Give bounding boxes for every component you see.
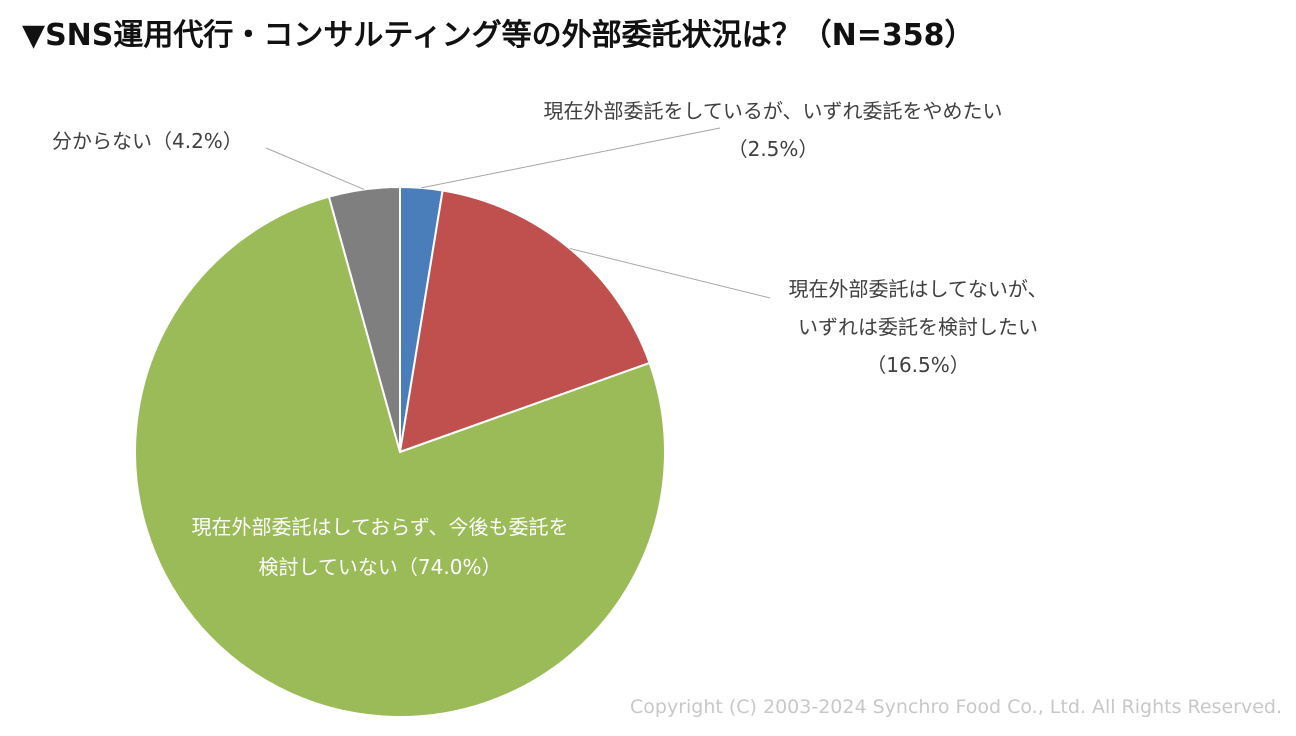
- label-line: 現在外部委託をしているが、いずれ委託をやめたい: [544, 99, 1003, 123]
- label-slice-no-plans: 現在外部委託はしておらず、今後も委託を検討していない（74.0%）: [192, 515, 569, 579]
- label-line: （2.5%）: [728, 137, 819, 161]
- label-line: いずれは委託を検討したい: [798, 315, 1038, 339]
- slice-no-plans: [134, 195, 666, 718]
- slice-consider-outsourcing: [398, 189, 651, 454]
- label-slice-stop-outsourcing: 現在外部委託をしているが、いずれ委託をやめたい （2.5%）: [544, 99, 1003, 161]
- leader-line-slice-unknown: [265, 147, 365, 190]
- leader-line-slice-consider-outsourcing: [569, 247, 771, 299]
- leader-line-slice-stop-outsourcing: [421, 127, 721, 189]
- chart-title: ▼SNS運用代行・コンサルティング等の外部委託状況は？（N=358）: [22, 18, 975, 53]
- label-line: 分からない（4.2%）: [52, 129, 243, 153]
- copyright-text: Copyright (C) 2003-2024 Synchro Food Co.…: [630, 696, 1282, 718]
- label-line: 現在外部委託はしてないが、: [789, 277, 1048, 301]
- label-slice-consider-outsourcing: 現在外部委託はしてないが、いずれは委託を検討したい （16.5%）: [789, 277, 1048, 377]
- label-line: 現在外部委託はしておらず、今後も委託を: [192, 515, 569, 539]
- label-line: 検討していない（74.0%）: [259, 555, 502, 579]
- leader-lines: [265, 127, 771, 299]
- slice-labels: 現在外部委託をしているが、いずれ委託をやめたい （2.5%） 現在外部委託はしてない…: [52, 99, 1048, 579]
- pie-slices: [134, 185, 666, 718]
- label-line: （16.5%）: [866, 353, 970, 377]
- label-slice-unknown: 分からない（4.2%）: [52, 129, 243, 153]
